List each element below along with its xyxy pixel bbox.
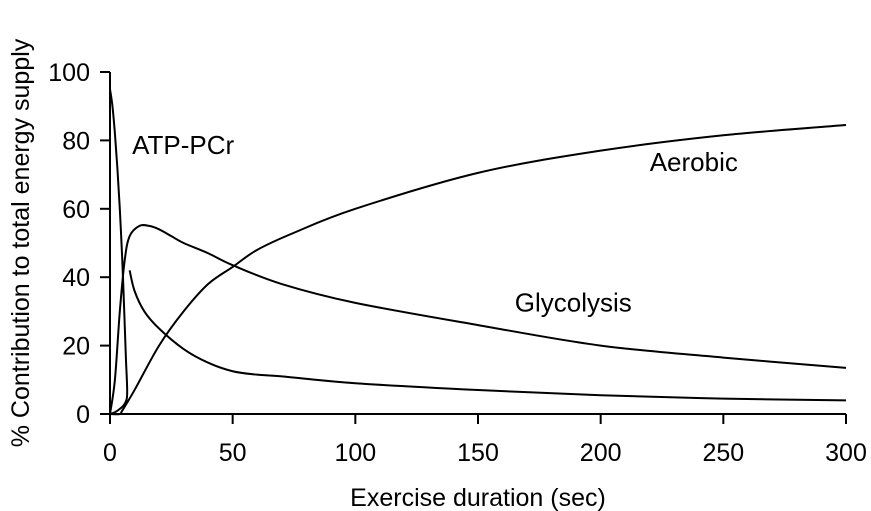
y-tick-label: 60 (62, 196, 90, 224)
x-tick-label: 50 (219, 439, 247, 467)
y-tick-label: 100 (48, 59, 90, 87)
y-ticks: 0 20 40 60 80 100 (48, 59, 110, 429)
series-labels: ATP-PCr Aerobic Glycolysis (132, 130, 738, 317)
y-tick-label: 80 (62, 127, 90, 155)
y-tick-label: 40 (62, 264, 90, 292)
x-ticks: 0 50 100 150 200 250 300 (103, 414, 867, 467)
series-4-line (128, 270, 847, 402)
glycolysis-label: Glycolysis (515, 287, 632, 317)
x-axis-label: Exercise duration (sec) (350, 484, 606, 511)
glycolysis-line (109, 223, 847, 415)
x-tick-label: 0 (103, 439, 117, 467)
aerobic-label: Aerobic (650, 147, 738, 177)
x-tick-label: 150 (457, 439, 499, 467)
x-tick-label: 250 (702, 439, 744, 467)
x-tick-label: 100 (334, 439, 376, 467)
atp-pcr-line (109, 88, 129, 415)
y-tick-label: 20 (62, 333, 90, 361)
y-tick-label: 0 (76, 401, 90, 429)
x-tick-label: 200 (580, 439, 622, 467)
y-axis-label: % Contribution to total energy supply (7, 38, 35, 447)
series-group (109, 88, 847, 416)
x-tick-label: 300 (825, 439, 867, 467)
atp-pcr-label: ATP-PCr (132, 130, 234, 160)
aerobic-line (109, 124, 847, 416)
